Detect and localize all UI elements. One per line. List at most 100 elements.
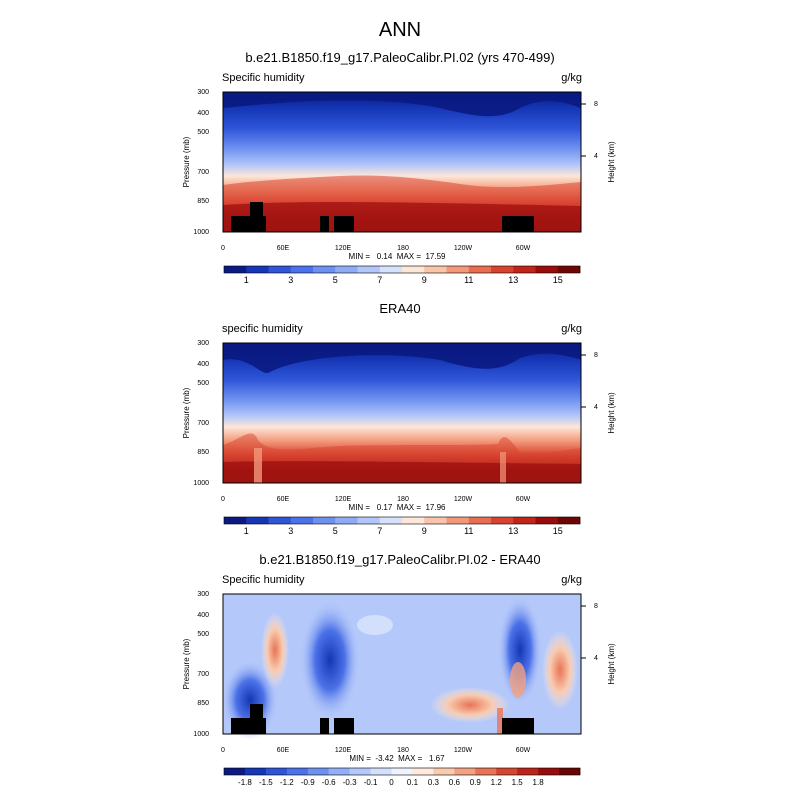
panel-1-plot-area [223,92,581,232]
colorbar-swatch [328,768,350,775]
colorbar-swatch [468,517,492,524]
colorbar-swatch [535,266,559,273]
colorbar-swatch [313,517,336,524]
panel-1-title: b.e21.B1850.f19_g17.PaleoCalibr.PI.02 (y… [245,50,554,65]
panel-1-topography [231,202,534,232]
colorbar-swatch [538,768,560,775]
panel-2-ytick-500: 500 [197,380,209,387]
panel-1-xtick-60e: 60E [277,245,290,252]
panel-1-ytick-400: 400 [197,110,209,117]
panel-2-xtick-120e: 120E [335,496,352,503]
colorbar-swatch [535,517,559,524]
colorbar-swatch [496,768,518,775]
colorbar-label: 1 [244,526,249,536]
colorbar-label: 0.9 [470,778,482,787]
panel-1-rtick-8: 8 [594,101,598,108]
colorbar-swatch [454,768,476,775]
colorbar-swatch [290,266,314,273]
panel-1-right-ticks: 8 4 [581,101,598,160]
panel-3-topography [231,704,534,734]
panel-3-rtick-8: 8 [594,603,598,610]
colorbar-label: 9 [422,526,427,536]
colorbar-swatch [224,517,247,524]
colorbar-frame [223,516,581,525]
colorbar-swatch [557,517,581,524]
colorbar-label: 3 [288,275,293,285]
panel-3-ytick-400: 400 [197,612,209,619]
colorbar-swatch [446,266,470,273]
panel-2-y-ticks: 300 400 500 700 850 1000 [193,340,209,487]
panel-2-xtick-180: 180 [397,496,409,503]
panel-1: b.e21.B1850.f19_g17.PaleoCalibr.PI.02 (y… [182,50,616,285]
colorbar-label: 0.1 [407,778,419,787]
colorbar-label: 5 [333,526,338,536]
panel-3-ytick-850: 850 [197,700,209,707]
colorbar-swatch [433,768,455,775]
panel-2-rtick-8: 8 [594,352,598,359]
panel-2-plot-area [223,343,581,483]
panel-3-stats: MIN = -3.42 MAX = 1.67 [349,754,445,763]
panel-3-rtick-4: 4 [594,655,598,662]
panel-1-xtick-120w: 120W [454,245,473,252]
colorbar-label: -1.2 [280,778,294,787]
figure-title: ANN [379,19,421,41]
colorbar-label: 13 [508,275,518,285]
colorbar-label: -0.6 [322,778,336,787]
colorbar-label: 0.6 [449,778,461,787]
colorbar-swatch [335,517,358,524]
colorbar-label: 11 [464,526,473,536]
colorbar-swatch [491,517,514,524]
panel-3-ylabel-right: Height (km) [607,643,616,685]
panel-3-y-ticks: 300 400 500 700 850 1000 [193,591,209,738]
panel-2-x-ticks: 0 60E 120E 180 120W 60W [221,496,531,503]
panel-2-frame [222,342,582,484]
colorbar-swatch [412,768,434,775]
colorbar-label: 3 [288,526,293,536]
panel-3-frame [222,593,582,735]
panel-2-title: ERA40 [379,301,420,316]
panel-3-ytick-1000: 1000 [193,731,209,738]
colorbar-swatch [402,266,425,273]
colorbar-label: 9 [422,275,427,285]
colorbar-label: 11 [464,275,473,285]
colorbar-swatch [379,517,403,524]
colorbar-frame [223,767,581,776]
colorbar-label: 7 [377,526,382,536]
panel-3-xtick-60w: 60W [516,747,531,754]
panel-1-xtick-0: 0 [221,245,225,252]
panel-3-title: b.e21.B1850.f19_g17.PaleoCalibr.PI.02 - … [259,552,540,567]
colorbar-label: -1.8 [238,778,252,787]
panel-3-ytick-300: 300 [197,591,209,598]
panel-2-ylabel: Pressure (mb) [182,387,191,438]
colorbar-swatch [513,266,536,273]
panel-2-xtick-0: 0 [221,496,225,503]
panel-1-y-ticks: 300 400 500 700 850 1000 [193,89,209,236]
colorbar-swatch [290,517,314,524]
panel-2-xtick-120w: 120W [454,496,473,503]
colorbar-label: -1.5 [259,778,273,787]
colorbar-label: 1.8 [533,778,545,787]
colorbar-swatch [402,517,425,524]
colorbar-swatch [313,266,336,273]
panel-1-rtick-4: 4 [594,153,598,160]
panel-3-x-ticks: 0 60E 120E 180 120W 60W [221,747,531,754]
panel-3-xtick-60e: 60E [277,747,290,754]
panel-1-ytick-300: 300 [197,89,209,96]
panel-3-xtick-0: 0 [221,747,225,754]
colorbar-swatch [424,517,447,524]
panel-1-xtick-120e: 120E [335,245,352,252]
colorbar-swatch [224,266,247,273]
panel-3-xtick-180: 180 [397,747,409,754]
panel-2-xtick-60w: 60W [516,496,531,503]
panel-1-xtick-180: 180 [397,245,409,252]
panel-3: b.e21.B1850.f19_g17.PaleoCalibr.PI.02 - … [182,552,616,787]
colorbar-swatch [307,768,329,775]
panel-1-xtick-60w: 60W [516,245,531,252]
panel-3-colorbar: -1.8 -1.5 -1.2 -0.9 -0.6 -0.3 -0.1 0 0.1 0.3 0.6 0.… [223,767,581,787]
colorbar-label: 1 [244,275,249,285]
panel-3-ytick-500: 500 [197,631,209,638]
panel-1-ytick-700: 700 [197,169,209,176]
panel-1-ylabel-right: Height (km) [607,141,616,183]
colorbar-swatch [349,768,371,775]
